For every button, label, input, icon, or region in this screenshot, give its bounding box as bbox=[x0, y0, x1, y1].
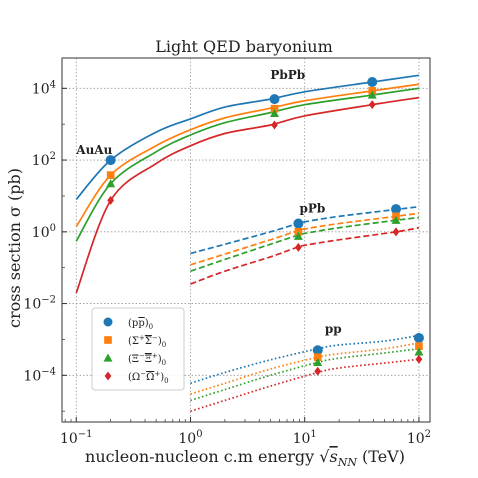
y-tick-label: 10−2 bbox=[23, 295, 56, 313]
series-3-point bbox=[368, 100, 376, 110]
series-1-point bbox=[415, 342, 423, 350]
legend-entry-3: (Ω−Ω+)0 bbox=[104, 370, 169, 385]
y-tick-label: 102 bbox=[32, 151, 56, 169]
series-1-curve-dotted bbox=[190, 342, 420, 395]
legend-label: (Ξ−Ξ+)0 bbox=[128, 352, 166, 367]
legend-label: (pp)0 bbox=[128, 318, 153, 331]
series-3-point bbox=[314, 366, 322, 376]
x-axis-label: nucleon-nucleon c.m energy √sNN (TeV) bbox=[85, 447, 405, 469]
series-3-curve-solid bbox=[75, 96, 420, 294]
series-0-point bbox=[367, 77, 378, 88]
series-1-point bbox=[106, 171, 115, 179]
series-1-point bbox=[313, 353, 322, 362]
series-markers bbox=[105, 77, 424, 376]
legend-entry-1: (Σ+Σ−)0 bbox=[104, 334, 166, 349]
series-0-curve-solid bbox=[75, 74, 420, 200]
annotation-pp: pp bbox=[325, 322, 342, 336]
series-2-curve-dashed bbox=[190, 216, 420, 272]
series-0-point bbox=[269, 94, 280, 105]
series-0-curve-dotted bbox=[190, 334, 420, 385]
annotation-ppb: pPb bbox=[299, 201, 325, 215]
legend-marker-square bbox=[104, 336, 112, 344]
legend-marker-diamond bbox=[104, 371, 112, 381]
series-3-point bbox=[271, 120, 278, 130]
x-tick-label: 100 bbox=[178, 429, 202, 447]
series-curves bbox=[75, 74, 420, 413]
legend-marker-triangle bbox=[103, 353, 113, 362]
series-2-point bbox=[391, 215, 401, 224]
legend-label: (Ω−Ω+)0 bbox=[128, 370, 169, 385]
series-3-point bbox=[107, 195, 115, 205]
annotations: PbPb AuAu pPb pp bbox=[75, 68, 341, 336]
series-3-point bbox=[294, 242, 302, 252]
x-tick-label: 102 bbox=[407, 429, 431, 447]
axis-ticks: 10−1 100 101 102 10−4 10−2 100 102 104 bbox=[23, 79, 431, 447]
legend-box bbox=[91, 307, 185, 391]
series-0-point bbox=[413, 332, 424, 343]
series-3-point bbox=[392, 227, 400, 237]
series-0-point bbox=[391, 204, 402, 215]
annotation-pbpb: PbPb bbox=[270, 68, 305, 82]
plot-frame bbox=[61, 57, 431, 423]
x-tick-label: 10−1 bbox=[60, 429, 93, 447]
series-3-point bbox=[415, 354, 423, 364]
x-tick-label: 101 bbox=[293, 429, 317, 447]
series-0-point bbox=[105, 155, 116, 166]
chart-title: Light QED baryonium bbox=[155, 37, 333, 56]
y-tick-label: 100 bbox=[32, 223, 56, 241]
series-2-point bbox=[367, 90, 377, 99]
y-tick-label: 104 bbox=[32, 79, 56, 97]
legend-entry-2: (Ξ−Ξ+)0 bbox=[103, 352, 166, 367]
series-0-point bbox=[312, 345, 323, 356]
series-0-point bbox=[293, 218, 304, 229]
y-axis-label: cross section σ (pb) bbox=[5, 168, 24, 328]
legend-marker-circle bbox=[103, 317, 113, 327]
series-1-point bbox=[270, 104, 279, 113]
series-2-point bbox=[313, 357, 323, 366]
series-1-curve-solid bbox=[75, 83, 420, 228]
legend-entry-0: (pp)0 bbox=[103, 317, 153, 331]
y-tick-label: 10−4 bbox=[23, 366, 56, 384]
series-2-curve-solid bbox=[75, 87, 420, 242]
legend: (pp)0 (Σ+Σ−)0 (Ξ−Ξ+)0 (Ω−Ω+)0 bbox=[91, 307, 185, 391]
series-2-point bbox=[270, 108, 280, 117]
series-2-point bbox=[106, 179, 116, 188]
series-3-curve-dashed bbox=[190, 226, 420, 285]
series-2-point bbox=[414, 347, 424, 356]
annotation-auau: AuAu bbox=[75, 143, 112, 157]
series-2-point bbox=[293, 231, 303, 240]
legend-label: (Σ+Σ−)0 bbox=[128, 334, 166, 349]
